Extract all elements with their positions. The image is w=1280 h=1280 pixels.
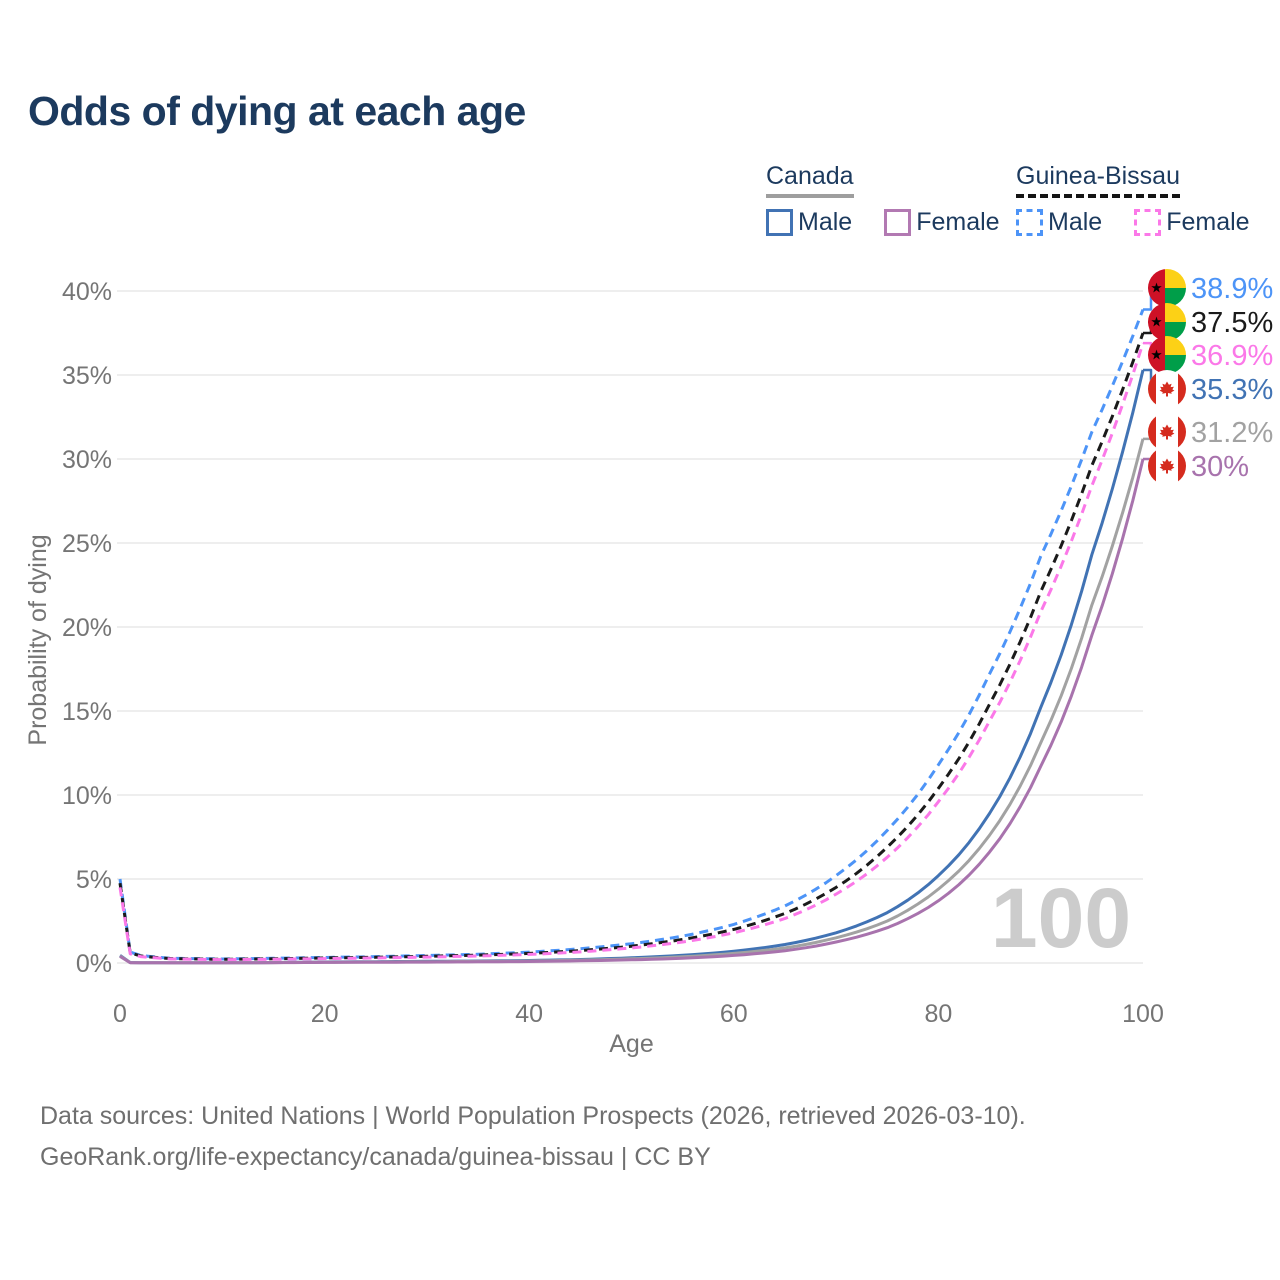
x-axis-label: Age (609, 1030, 653, 1058)
legend-item-canada-female[interactable]: Female (884, 208, 1000, 237)
footer-attribution[interactable]: GeoRank.org/life-expectancy/canada/guine… (40, 1143, 711, 1171)
x-tick-label: 40 (515, 1000, 543, 1028)
series-end-value-label: 37.5% (1191, 307, 1273, 339)
guinea-bissau-female-swatch-icon (1134, 209, 1162, 236)
x-tick-label: 80 (924, 1000, 952, 1028)
canada-female-swatch-icon (884, 209, 912, 236)
series-line-guinea-bissau-female[interactable] (118, 342, 1145, 962)
guinea-bissau-flag-icon (1148, 303, 1186, 341)
legend: Canada Male Female Guinea-Bissau Male (0, 162, 1280, 252)
y-tick-label: 10% (62, 782, 112, 810)
legend-row-canada: Male Female (766, 208, 1000, 237)
legend-item-canada-male[interactable]: Male (766, 208, 852, 237)
series-end-value-label: 36.9% (1191, 340, 1273, 372)
legend-item-guinea-bissau-female[interactable]: Female (1134, 208, 1250, 237)
y-tick-label: 20% (62, 614, 112, 642)
gridlines (117, 290, 1143, 964)
legend-item-label: Male (798, 208, 853, 236)
legend-item-guinea-bissau-male[interactable]: Male (1016, 208, 1102, 237)
series-end-value-label: 31.2% (1191, 417, 1273, 449)
series-line-guinea-bissau-male[interactable] (118, 308, 1145, 961)
footer: Data sources: United Nations | World Pop… (40, 1096, 1026, 1178)
canada-male-swatch-icon (766, 209, 793, 236)
legend-row-guinea-bissau: Male Female (1016, 208, 1250, 237)
legend-group-guinea-bissau: Guinea-Bissau Male Female (1016, 162, 1250, 237)
canada-flag-icon (1148, 413, 1186, 451)
x-tick-label: 100 (1122, 1000, 1164, 1028)
legend-item-label: Female (1166, 208, 1250, 236)
legend-country-guinea-bissau[interactable]: Guinea-Bissau (1016, 162, 1180, 198)
legend-country-canada[interactable]: Canada (766, 162, 854, 198)
legend-item-label: Male (1048, 208, 1103, 236)
legend-item-label: Female (916, 208, 1000, 236)
age-counter-watermark: 100 (991, 871, 1131, 965)
series-end-value-label: 30% (1191, 451, 1249, 483)
y-tick-label: 30% (62, 446, 112, 474)
x-tick-label: 20 (311, 1000, 339, 1028)
series-line-canada-female[interactable] (119, 458, 1145, 965)
canada-flag-icon (1148, 370, 1186, 408)
y-tick-label: 0% (76, 950, 112, 978)
guinea-bissau-flag-icon (1148, 269, 1186, 307)
x-tick-label: 0 (113, 1000, 127, 1028)
footer-data-sources: Data sources: United Nations | World Pop… (40, 1102, 1026, 1130)
legend-group-canada: Canada Male Female (766, 162, 1000, 237)
y-axis-label: Probability of dying (24, 534, 52, 745)
y-tick-label: 25% (62, 530, 112, 558)
y-tick-label: 40% (62, 278, 112, 306)
x-tick-label: 60 (720, 1000, 748, 1028)
canada-flag-icon (1148, 447, 1186, 485)
series-line-canada[interactable] (119, 438, 1145, 965)
series-end-value-label: 38.9% (1191, 273, 1273, 305)
y-tick-label: 15% (62, 698, 112, 726)
guinea-bissau-male-swatch-icon (1016, 209, 1043, 236)
series-line-guinea-bissau[interactable] (118, 332, 1145, 961)
y-tick-label: 5% (76, 866, 112, 894)
axes: 0% 5% 10% 15% 20% 25% 30% 35% 40% 0 20 40 60 80 100 Age… (24, 278, 1164, 1058)
y-tick-label: 35% (62, 362, 112, 390)
series-end-value-label: 35.3% (1191, 374, 1273, 406)
guinea-bissau-flag-icon (1148, 336, 1186, 374)
chart-title: Odds of dying at each age (28, 88, 526, 134)
